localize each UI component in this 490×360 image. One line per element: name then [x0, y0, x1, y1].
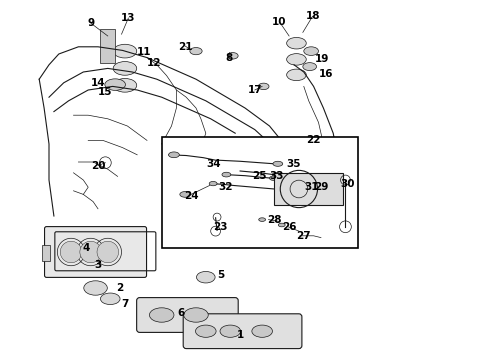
Text: 33: 33 — [270, 171, 284, 181]
Ellipse shape — [222, 172, 231, 177]
Ellipse shape — [105, 79, 125, 90]
Text: 34: 34 — [206, 159, 220, 169]
Text: 4: 4 — [82, 243, 90, 253]
Ellipse shape — [220, 325, 241, 337]
Ellipse shape — [278, 223, 285, 227]
Ellipse shape — [113, 78, 137, 92]
Ellipse shape — [196, 325, 216, 337]
Text: 7: 7 — [121, 299, 129, 309]
Text: 31: 31 — [304, 182, 318, 192]
Ellipse shape — [227, 53, 238, 59]
Text: 29: 29 — [314, 182, 328, 192]
Ellipse shape — [190, 48, 202, 55]
Ellipse shape — [149, 308, 174, 322]
Ellipse shape — [100, 293, 120, 305]
Ellipse shape — [196, 271, 215, 283]
Circle shape — [97, 241, 119, 263]
Text: 23: 23 — [213, 222, 228, 232]
Text: 10: 10 — [272, 17, 287, 27]
FancyBboxPatch shape — [137, 298, 238, 332]
Text: 32: 32 — [218, 182, 233, 192]
Text: 17: 17 — [247, 85, 262, 95]
Text: 12: 12 — [147, 58, 162, 68]
Ellipse shape — [304, 47, 318, 55]
Text: 22: 22 — [306, 135, 321, 145]
Ellipse shape — [113, 62, 137, 75]
Text: 6: 6 — [178, 308, 185, 318]
Text: 5: 5 — [217, 270, 224, 280]
Text: 21: 21 — [178, 42, 193, 52]
Ellipse shape — [169, 152, 179, 158]
Text: 27: 27 — [296, 231, 311, 241]
Bar — [42, 245, 50, 261]
Ellipse shape — [258, 83, 269, 90]
FancyBboxPatch shape — [183, 314, 302, 348]
Text: 18: 18 — [305, 11, 320, 21]
Ellipse shape — [270, 176, 277, 180]
Bar — [100, 29, 115, 63]
Text: 30: 30 — [341, 179, 355, 189]
Ellipse shape — [303, 63, 317, 71]
Ellipse shape — [84, 281, 107, 295]
Text: 24: 24 — [184, 191, 198, 201]
Circle shape — [80, 241, 101, 263]
Text: 1: 1 — [237, 330, 244, 340]
FancyBboxPatch shape — [45, 226, 147, 278]
Text: 11: 11 — [137, 47, 152, 57]
Bar — [162, 137, 358, 248]
Text: 19: 19 — [315, 54, 330, 64]
Text: 2: 2 — [117, 283, 123, 293]
Ellipse shape — [180, 192, 191, 197]
Ellipse shape — [287, 54, 306, 65]
Text: 9: 9 — [88, 18, 95, 28]
Text: 13: 13 — [121, 13, 136, 23]
Text: 8: 8 — [226, 53, 233, 63]
Text: 26: 26 — [282, 222, 296, 232]
Ellipse shape — [287, 69, 306, 81]
Text: 28: 28 — [267, 215, 282, 225]
Text: 3: 3 — [95, 260, 101, 270]
Text: 16: 16 — [318, 69, 333, 79]
Ellipse shape — [252, 325, 272, 337]
Ellipse shape — [184, 308, 208, 322]
Bar — [274, 173, 343, 205]
Ellipse shape — [259, 218, 266, 221]
Text: 20: 20 — [91, 161, 105, 171]
Text: 25: 25 — [252, 171, 267, 181]
Ellipse shape — [272, 172, 280, 177]
Ellipse shape — [209, 181, 217, 186]
Text: 15: 15 — [98, 87, 113, 97]
Circle shape — [60, 241, 82, 263]
Ellipse shape — [113, 44, 137, 58]
Ellipse shape — [273, 161, 283, 166]
Text: 35: 35 — [287, 159, 301, 169]
Ellipse shape — [287, 37, 306, 49]
Text: 14: 14 — [91, 78, 105, 88]
